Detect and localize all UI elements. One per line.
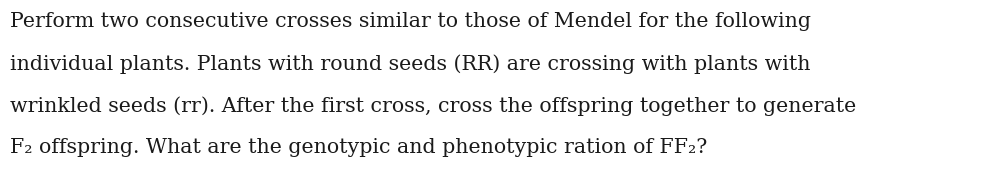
Text: individual plants. Plants with round seeds (RR) are crossing with plants with: individual plants. Plants with round see… bbox=[10, 54, 810, 74]
Text: wrinkled seeds (rr). After the first cross, cross the offspring together to gene: wrinkled seeds (rr). After the first cro… bbox=[10, 96, 856, 116]
Text: Perform two consecutive crosses similar to those of Mendel for the following: Perform two consecutive crosses similar … bbox=[10, 12, 811, 31]
Text: F₂ offspring. What are the genotypic and phenotypic ration of FF₂?: F₂ offspring. What are the genotypic and… bbox=[10, 138, 707, 157]
